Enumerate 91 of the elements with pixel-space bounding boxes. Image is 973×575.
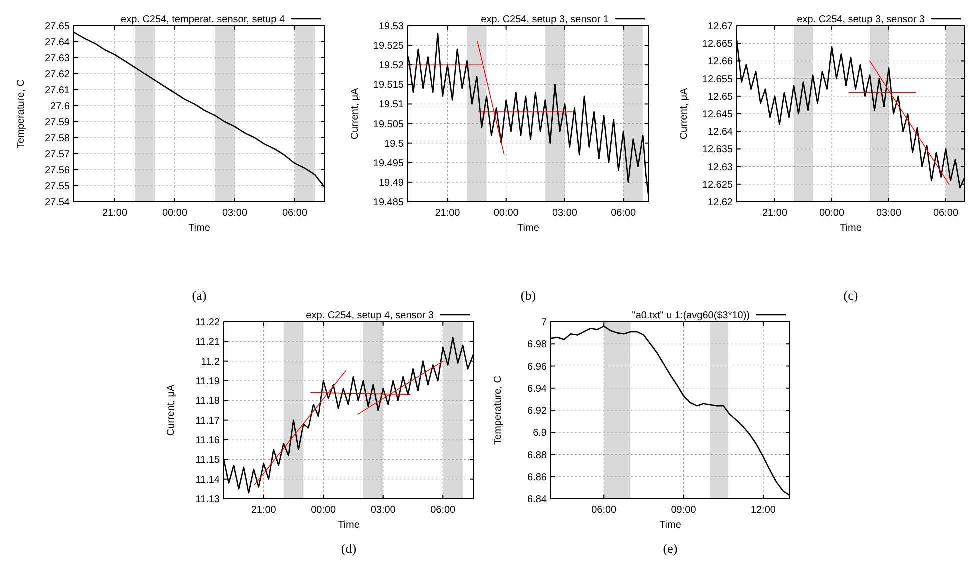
y-tick-label: 27.62 <box>44 70 70 80</box>
x-axis-title: Time <box>518 223 540 234</box>
y-tick-label: 11.19 <box>196 376 220 388</box>
y-tick-label: 19.485 <box>373 198 404 208</box>
legend-label: exp. C254, temperat. sensor, setup 4 <box>121 14 286 26</box>
y-tick-label: 6.92 <box>528 406 548 417</box>
y-axis-title: Current, μA <box>679 88 690 140</box>
y-tick-label: 12.645 <box>702 110 734 120</box>
x-tick-label: 00:00 <box>819 208 845 219</box>
y-tick-label: 6.88 <box>528 450 548 462</box>
text: (b) <box>520 288 536 303</box>
y-tick-label: 12.66 <box>708 56 734 68</box>
y-tick-label: 7 <box>541 318 548 328</box>
y-tick-label: 12.64 <box>708 127 734 138</box>
x-tick-label: 03:00 <box>222 208 248 219</box>
y-tick-label: 27.61 <box>44 86 70 96</box>
y-tick-label: 11.21 <box>196 337 220 348</box>
x-axis-title: Time <box>840 223 862 234</box>
y-tick-label: 12.67 <box>708 22 734 32</box>
y-tick-label: 27.58 <box>44 134 70 144</box>
y-tick-label: 11.18 <box>196 396 220 408</box>
y-tick-label: 6.86 <box>528 472 548 484</box>
y-tick-label: 12.635 <box>702 144 734 156</box>
x-tick-label: 03:00 <box>552 208 578 219</box>
x-tick-label: 21:00 <box>762 208 788 219</box>
x-tick-label: 06:00 <box>282 208 308 219</box>
x-tick-label: 03:00 <box>370 505 396 516</box>
x-tick-label: 03:00 <box>876 208 902 219</box>
y-tick-label: 27.56 <box>44 166 70 176</box>
y-tick-label: 19.49 <box>378 178 404 189</box>
y-axis-title: Temperature, C <box>493 376 504 445</box>
x-tick-label: 09:00 <box>671 505 697 516</box>
y-tick-label: 19.52 <box>378 60 404 72</box>
text: (e) <box>663 541 678 556</box>
text: (a) <box>192 288 207 303</box>
x-tick-label: 21:00 <box>251 505 277 516</box>
x-axis-title: Time <box>338 520 360 531</box>
x-axis-title: Time <box>188 223 211 234</box>
y-tick-label: 27.65 <box>44 22 70 32</box>
legend-label: "a0.txt" u 1:(avg60($3*10)) <box>632 310 750 322</box>
y-tick-label: 11.16 <box>196 436 220 446</box>
y-tick-label: 6.96 <box>528 362 548 373</box>
y-tick-label: 27.6 <box>50 102 70 112</box>
x-tick-label: 06:00 <box>611 208 637 219</box>
legend-label: exp. C254, setup 4, sensor 3 <box>306 310 434 322</box>
x-tick-label: 00:00 <box>311 505 337 516</box>
text: (c) <box>844 288 858 303</box>
x-axis-title: Time <box>660 520 682 531</box>
y-tick-label: 12.65 <box>708 92 734 103</box>
x-tick-label: 21:00 <box>102 208 128 219</box>
y-tick-label: 19.53 <box>378 22 404 32</box>
x-tick-label: 06:00 <box>592 505 618 516</box>
x-tick-label: 00:00 <box>494 208 520 219</box>
y-tick-label: 11.14 <box>196 474 220 486</box>
y-tick-label: 6.98 <box>528 340 548 351</box>
y-tick-label: 11.13 <box>196 494 220 506</box>
text: (d) <box>341 541 357 556</box>
y-tick-label: 6.94 <box>528 384 548 395</box>
y-tick-label: 19.505 <box>373 119 404 130</box>
y-axis-title: Temperature, C <box>16 80 27 148</box>
y-tick-label: 11.17 <box>196 416 220 427</box>
y-tick-label: 6.9 <box>533 428 548 440</box>
y-tick-label: 6.84 <box>528 494 548 506</box>
y-tick-label: 11.2 <box>201 356 220 368</box>
legend-label: exp. C254, setup 3, sensor 1 <box>481 14 610 26</box>
y-tick-label: 19.525 <box>373 41 404 52</box>
y-tick-label: 12.62 <box>708 198 734 208</box>
y-tick-label: 11.22 <box>196 318 220 328</box>
legend-label: exp. C254, setup 3, sensor 3 <box>797 14 926 26</box>
y-tick-label: 12.665 <box>702 39 734 50</box>
y-axis-title: Current, μA <box>166 384 177 436</box>
x-tick-label: 06:00 <box>430 505 456 516</box>
y-tick-label: 27.54 <box>44 198 70 208</box>
y-tick-label: 19.51 <box>378 100 404 111</box>
y-tick-label: 27.64 <box>44 38 70 48</box>
x-tick-label: 06:00 <box>933 208 959 219</box>
y-axis-title: Current, μA <box>350 88 361 140</box>
y-tick-label: 12.625 <box>702 180 734 191</box>
x-tick-label: 21:00 <box>435 208 461 219</box>
y-tick-label: 27.55 <box>44 182 70 192</box>
y-tick-label: 19.5 <box>384 138 404 150</box>
y-tick-label: 19.495 <box>373 158 404 170</box>
y-tick-label: 11.15 <box>196 455 220 466</box>
y-tick-label: 12.655 <box>702 74 734 86</box>
x-tick-label: 00:00 <box>162 208 188 219</box>
y-tick-label: 19.515 <box>373 80 404 92</box>
y-tick-label: 27.57 <box>44 150 70 160</box>
y-tick-label: 27.63 <box>44 54 70 64</box>
x-tick-label: 12:00 <box>750 505 776 516</box>
y-tick-label: 27.59 <box>44 118 70 128</box>
y-tick-label: 12.63 <box>708 162 734 174</box>
